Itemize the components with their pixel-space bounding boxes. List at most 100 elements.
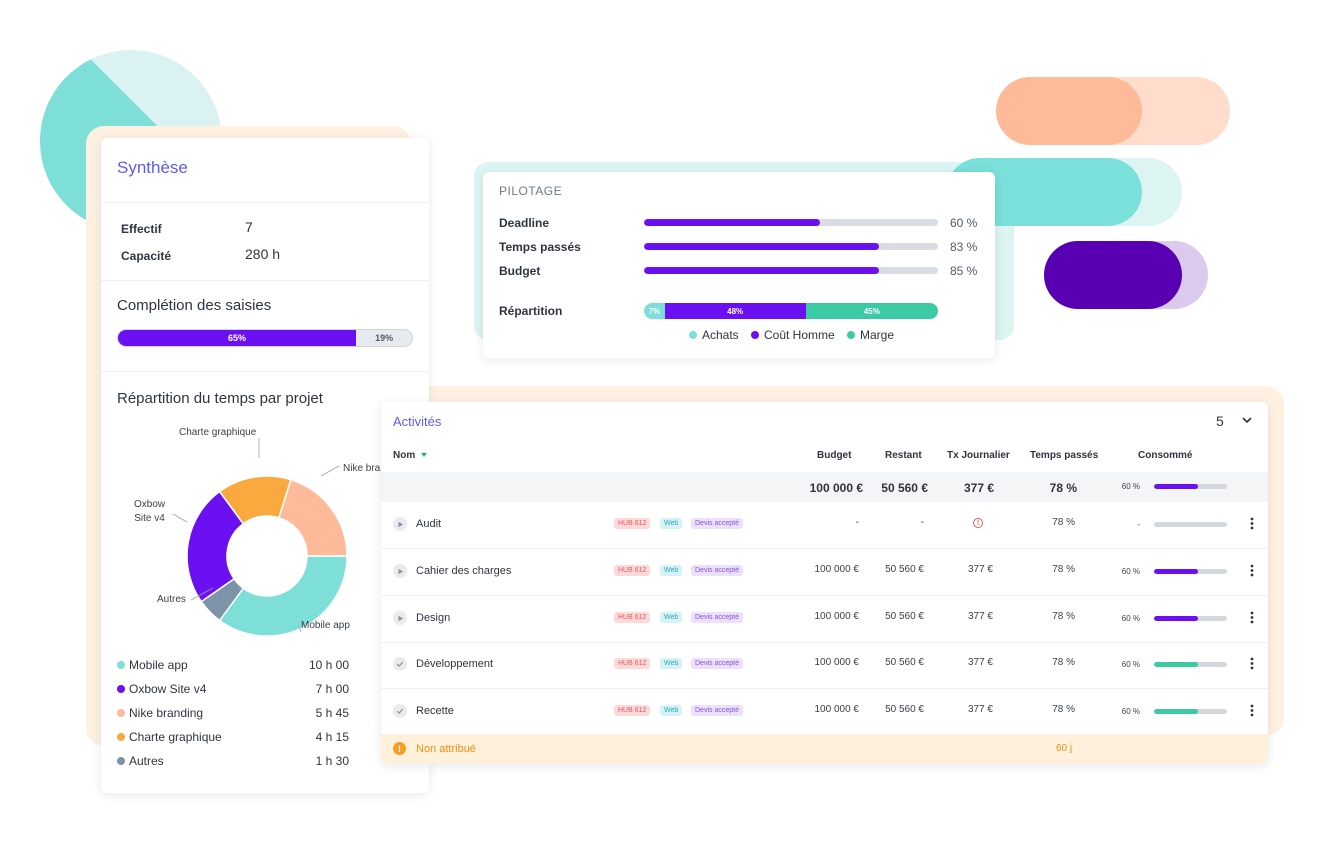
column-header-restant[interactable]: Restant [885,450,922,461]
cell-temps: 78 % [1052,657,1075,668]
play-icon[interactable] [393,517,407,531]
tag-hub: HUB 612 [614,518,651,529]
cell-consomme-pct: 60 % [1121,567,1140,576]
more-options-icon[interactable] [1250,657,1254,673]
tag-web: Web [660,705,683,716]
column-header-budget[interactable]: Budget [817,450,852,461]
row-name: Développement [416,658,494,670]
cell-temps: 78 % [1052,611,1075,622]
legend-dot [117,757,125,765]
consomme-bar [1154,569,1227,574]
check-icon[interactable] [393,704,407,718]
tag-hub: HUB 612 [614,612,651,623]
pilotage-temps-label: Temps passés [499,240,581,254]
tag-devis: Devis accepté [691,658,743,669]
donut-slice-nike [278,478,348,557]
column-header-nom[interactable]: Nom [393,450,428,461]
cell-temps: 78 % [1052,564,1075,575]
completion-progress-bar: 65% 19% [117,329,413,347]
total-restant: 50 560 € [881,481,928,495]
cell-restant: 50 560 € [885,657,924,668]
unassigned-value: 60 j [1056,743,1073,754]
legend-dot [117,733,125,741]
cell-tx: 377 € [967,657,993,668]
column-header-temps-passes[interactable]: Temps passés [1030,450,1099,461]
table-row[interactable]: Audit HUB 612 Web Devis accepté - -! 78 % - [381,502,1268,549]
table-row[interactable]: Cahier des charges HUB 612 Web Devis accept… [381,549,1268,596]
synthese-title: Synthèse [117,158,188,177]
column-header-tx-journalier[interactable]: Tx Journalier [947,450,1010,461]
tag-hub: HUB 612 [614,705,651,716]
pilotage-title: PILOTAGE [499,184,563,198]
chevron-down-icon[interactable] [1242,414,1252,428]
warning-icon: ! [393,742,406,755]
cell-consomme-pct: 60 % [1121,707,1140,716]
divider [101,202,429,203]
legend-dot [689,331,697,339]
legend-name: Mobile app [129,658,188,672]
capacite-label: Capacité [121,249,172,263]
column-header-nom-label: Nom [393,450,416,461]
cell-tx: 377 € [967,704,993,715]
synthese-card: Synthèse Effectif 7 Capacité 280 h Compl… [101,138,429,793]
total-consomme-fill [1154,484,1198,489]
error-icon: ! [973,518,983,528]
cell-budget: 100 000 € [814,657,860,668]
completion-rest: 19% [375,333,394,343]
cell-budget: 100 000 € [814,704,860,715]
legend-item: Oxbow Site v4 7 h 00 [117,680,417,700]
cell-tx: 377 € [967,564,993,575]
cell-restant: - [920,517,924,528]
tag-web: Web [660,565,683,576]
legend-item: Autres 1 h 30 [117,752,417,772]
more-options-icon[interactable] [1250,611,1254,627]
more-options-icon[interactable] [1250,704,1254,720]
more-options-icon[interactable] [1250,564,1254,580]
table-row[interactable]: Design HUB 612 Web Devis accepté 100 000 € 50… [381,596,1268,643]
legend-value: 10 h 00 [308,658,349,672]
pilotage-card: PILOTAGE Deadline 60 % Temps passés 83 %… [483,172,995,358]
tag-web: Web [660,658,683,669]
leader-line-mobile [298,625,302,633]
row-name: Audit [416,518,442,530]
donut-label-autres: Autres [157,594,186,605]
repartition-segment-achats: 7% [644,303,665,319]
column-header-consomme[interactable]: Consommé [1138,450,1193,461]
unassigned-row[interactable]: ! Non attribué 60 j [381,734,1268,764]
effectif-value: 7 [245,219,253,235]
unassigned-label: Non attribué [416,743,476,755]
donut-label-mobile: Mobile app [301,620,350,631]
legend-dot [847,331,855,339]
leader-line-oxbow [172,513,188,523]
divider [101,371,429,372]
repartition-segment-cout-homme: 48% [664,303,806,319]
donut-label-nike: Nike brand [343,463,392,474]
pilotage-deadline-label: Deadline [499,216,550,230]
legend-name: Nike branding [129,706,204,720]
consomme-bar [1154,616,1227,621]
more-options-icon[interactable] [1250,517,1254,533]
tag-devis: Devis accepté [691,518,743,529]
tag-devis: Devis accepté [691,705,743,716]
table-row[interactable]: Développement HUB 612 Web Devis accepté 100 … [381,642,1268,689]
check-icon[interactable] [393,657,407,671]
play-icon[interactable] [393,611,407,625]
cell-budget: 100 000 € [814,611,860,622]
donut-chart-svg [172,438,348,637]
repartition-legend-achats: Achats [689,328,739,342]
pilotage-budget-fill [644,267,880,274]
total-temps: 78 % [1049,481,1077,495]
legend-value: 7 h 00 [315,682,349,696]
leader-line-autres [190,587,214,601]
pilotage-temps-pct: 83 % [950,240,978,254]
table-row[interactable]: Recette HUB 612 Web Devis accepté 100 000 € 5… [381,689,1268,736]
repartition-legend-marge: Marge [847,328,894,342]
pilotage-budget-label: Budget [499,264,541,278]
capacite-value: 280 h [245,246,281,262]
repartition-title: Répartition du temps par projet [117,390,323,407]
play-icon[interactable] [393,564,407,578]
cell-restant: 50 560 € [885,611,924,622]
pilotage-budget-bar [644,267,938,274]
activites-count: 5 [1216,413,1224,429]
donut-label-oxbow: Oxbow Site v4 [134,498,165,526]
